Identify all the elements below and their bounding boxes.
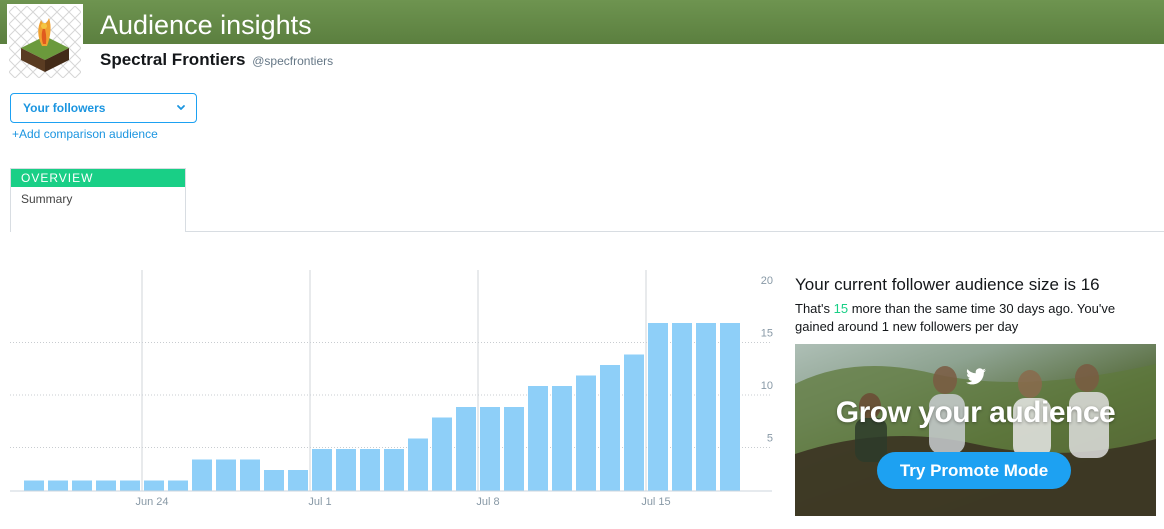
follower-chart-svg: 5 10 15 20 Jun 24 Jul 1 Jul 8 Jul 15 [10, 270, 773, 508]
chevron-down-icon [176, 94, 186, 132]
chart-bar [336, 449, 356, 491]
chart-bar [264, 470, 284, 491]
chart-bar [696, 323, 716, 491]
promote-mode-banner[interactable]: Grow your audience Try Promote Mode [795, 344, 1156, 516]
chart-bar [144, 480, 164, 491]
avatar[interactable] [7, 4, 83, 80]
promo-headline: Grow your audience [835, 396, 1116, 429]
add-comparison-link[interactable]: +Add comparison audience [12, 127, 158, 141]
chart-bar [384, 449, 404, 491]
twitter-bird-icon [966, 368, 986, 385]
account-display-name: Spectral Frontiers [100, 50, 246, 69]
chart-bar [576, 375, 596, 491]
chart-bar [48, 480, 68, 491]
chart-bar [192, 459, 212, 491]
tab-overview-label: OVERVIEW [11, 169, 185, 187]
x-tick-label: Jul 15 [641, 496, 670, 508]
header-band [0, 0, 1164, 44]
insight-text-after: more than the same time 30 days ago. You… [795, 301, 1116, 334]
audience-dropdown-value: Your followers [23, 101, 106, 115]
x-tick-label: Jun 24 [135, 496, 168, 508]
try-promote-mode-button[interactable]: Try Promote Mode [877, 452, 1071, 489]
y-tick-label: 20 [761, 275, 773, 287]
chart-bar [120, 480, 140, 491]
page-title: Audience insights [100, 10, 312, 40]
y-tick-label: 15 [761, 328, 773, 340]
audience-dropdown[interactable]: Your followers [10, 93, 197, 123]
tab-overview[interactable]: OVERVIEW Summary [10, 168, 186, 232]
chart-bar [72, 480, 92, 491]
chart-bar [96, 480, 116, 491]
chart-bar [312, 449, 332, 491]
chart-bar [216, 459, 236, 491]
chart-bar [624, 354, 644, 491]
chart-bar [168, 480, 188, 491]
y-tick-label: 5 [767, 433, 773, 445]
chart-bar [408, 438, 428, 491]
chart-bar [600, 365, 620, 491]
tab-divider [186, 231, 1164, 232]
avatar-image [9, 6, 81, 78]
insight-title: Your current follower audience size is 1… [795, 275, 1100, 294]
tab-overview-summary: Summary [21, 192, 73, 206]
account-name: Spectral Frontiers @specfrontiers [100, 50, 333, 70]
chart-bar [456, 407, 476, 491]
insight-highlight: 15 [833, 301, 849, 316]
insight-text: That's 15 more than the same time 30 day… [795, 300, 1155, 336]
follower-chart: 5 10 15 20 Jun 24 Jul 1 Jul 8 Jul 15 [0, 262, 780, 522]
chart-bar [432, 417, 452, 491]
chart-bar [648, 323, 668, 491]
chart-bar [360, 449, 380, 491]
chart-bar [24, 480, 44, 491]
chart-bar [552, 386, 572, 491]
chart-bar [504, 407, 524, 491]
y-tick-label: 10 [761, 380, 773, 392]
chart-bar [288, 470, 308, 491]
x-tick-label: Jul 1 [308, 496, 331, 508]
chart-bar [672, 323, 692, 491]
chart-bar [720, 323, 740, 491]
account-handle: @specfrontiers [252, 54, 334, 68]
chart-bar [240, 459, 260, 491]
chart-bar [480, 407, 500, 491]
chart-bar [528, 386, 548, 491]
insight-text-before: That's [795, 301, 834, 316]
x-tick-label: Jul 8 [476, 496, 499, 508]
